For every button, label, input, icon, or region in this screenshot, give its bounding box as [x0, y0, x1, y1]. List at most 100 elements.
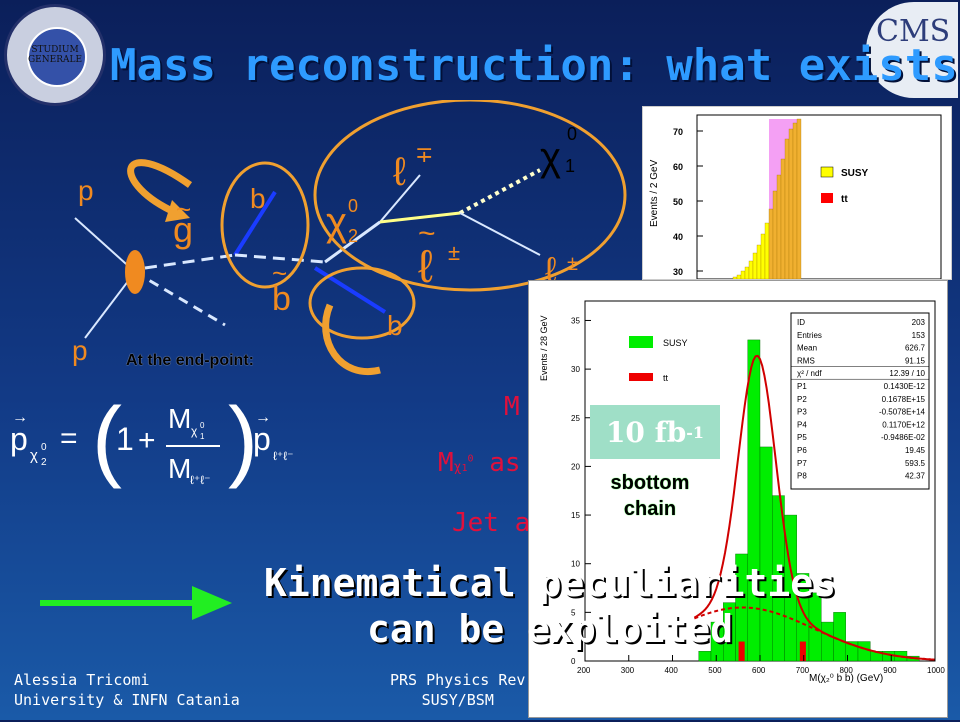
- university-logo: STUDIUM GENERALE: [4, 4, 106, 106]
- top-bar: [788, 128, 794, 280]
- x-tick-label: 800: [840, 666, 854, 675]
- partial-text-3: Jet a: [452, 508, 531, 538]
- susy-bar: [857, 641, 871, 662]
- tt-bar: [799, 641, 806, 661]
- formula-chi2-top: 0: [41, 442, 47, 453]
- stat-value: 0.1678E+15: [882, 395, 926, 404]
- label-chi1-sub: 1: [565, 156, 575, 176]
- top-plot-frame: [696, 114, 942, 280]
- curved-arrow-1: [127, 159, 193, 214]
- stat-value: -0.9486E-02: [881, 433, 926, 442]
- legend-susy: SUSY: [663, 338, 688, 348]
- label-lepton-1-sup: ∓: [415, 142, 433, 167]
- formula-p2-sub: ℓ⁺ℓ⁻: [273, 449, 293, 463]
- main-plot-yticks: 0 5 10 15 20 25 30 35: [571, 316, 591, 666]
- top-y-tick-label: 50: [673, 197, 683, 207]
- top-bar: [760, 233, 766, 280]
- decay-diagram: p p g ~ b b ~ b χ 0 2 ℓ ~ ± ℓ ∓ ℓ ± χ 0 …: [72, 100, 627, 375]
- top-bar: [780, 158, 786, 280]
- label-b2: b: [387, 310, 403, 341]
- top-y-tick-label: 70: [673, 127, 683, 137]
- y-tick-label: 0: [571, 657, 576, 666]
- label-chi1-sup: 0: [567, 124, 577, 144]
- top-bar: [756, 244, 762, 280]
- stat-key: P1: [797, 382, 807, 391]
- formula-num-sub: χ: [191, 424, 198, 438]
- stat-key: P2: [797, 395, 807, 404]
- label-gluino: g: [173, 209, 193, 250]
- label-lepton-2-sup: ±: [567, 253, 578, 275]
- endpoint-label: At the end-point:: [126, 352, 254, 369]
- stats-rows: ID 203 Entries 153 Mean 626.7 RMS 91.15 χ² / ndf…: [791, 318, 929, 481]
- label-slepton-sup: ±: [448, 240, 460, 265]
- x-tick-label: 900: [883, 666, 897, 675]
- label-chi2: χ: [326, 200, 347, 244]
- stat-key: P7: [797, 459, 807, 468]
- main-plot-bars: [698, 339, 920, 662]
- stat-value: 0.1170E+12: [882, 420, 925, 429]
- right-paren-icon: ): [228, 390, 258, 490]
- cms-logo: CMS: [866, 2, 958, 98]
- highlight-circle-chi2: [313, 100, 627, 292]
- left-paren-icon: (: [92, 390, 122, 490]
- top-plot-bars: [732, 118, 802, 280]
- stat-key: P5: [797, 433, 807, 442]
- shield-icon: [27, 27, 87, 87]
- top-bar: [784, 138, 790, 280]
- neutralino1-line: [459, 168, 541, 215]
- beam-remnant: [134, 270, 226, 327]
- neutralino2-line: [324, 220, 381, 264]
- x-tick-label: 200: [577, 666, 591, 675]
- top-bar: [772, 190, 778, 280]
- top-bar: [748, 260, 754, 280]
- y-tick-label: 35: [571, 316, 580, 325]
- label-p-bottom: p: [72, 335, 88, 366]
- logo-text: STUDIUM GENERALE: [27, 45, 83, 65]
- stat-key: Mean: [797, 344, 817, 353]
- label-lepton-2: ℓ: [545, 249, 557, 290]
- stat-value: 42.37: [905, 472, 926, 481]
- footer-meeting: PRS Physics Rev SUSY/BSM: [390, 671, 526, 709]
- top-y-tick-label: 30: [673, 267, 683, 277]
- main-plot-tt-bars: [738, 641, 806, 661]
- stat-key: RMS: [797, 356, 815, 365]
- stat-value: 153: [912, 331, 926, 340]
- stat-key: ID: [797, 318, 805, 327]
- y-tick-label: 5: [571, 608, 576, 617]
- top-plot-svg: Events / 2 GeV 70 60 50 40 30 SUSY tt: [649, 114, 942, 280]
- interaction-vertex: [125, 250, 145, 294]
- stat-value: 626.7: [905, 344, 926, 353]
- stat-key: χ² / ndf: [797, 369, 822, 378]
- main-mass-plot: Events / 28 GeV 200 300 400 500 600 700 800 900…: [528, 280, 948, 718]
- stat-value: 593.5: [905, 459, 926, 468]
- formula-p2: p: [253, 421, 271, 457]
- lepton-line-2: [459, 212, 541, 256]
- conclusion-text: Kinematical peculiarities can be exploit…: [264, 561, 836, 651]
- top-legend-susy-swatch: [820, 166, 834, 178]
- endpoint-formula: p → χ 2 0 = ( 1 + M χ 1 0 M ℓ⁺ℓ⁻ ) p → ℓ…: [10, 390, 293, 490]
- vector-arrow-icon-2: →: [255, 409, 271, 426]
- b-quark-line-1: [233, 190, 277, 257]
- stat-key: Entries: [797, 331, 822, 340]
- label-slepton: ℓ: [418, 240, 433, 292]
- main-plot-svg: Events / 28 GeV 200 300 400 500 600 700 800 900…: [539, 300, 945, 684]
- top-bar: [792, 122, 798, 280]
- tilde-sbottom: ~: [272, 258, 287, 288]
- formula-den-sub: ℓ⁺ℓ⁻: [190, 473, 210, 487]
- top-plot-yticks: 70 60 50 40 30: [673, 127, 703, 277]
- y-tick-label: 15: [571, 511, 580, 520]
- top-mass-plot: Events / 2 GeV 70 60 50 40 30 SUSY tt: [642, 106, 952, 280]
- top-y-tick-label: 60: [673, 162, 683, 172]
- label-lepton-1: ℓ: [393, 150, 406, 194]
- top-plot-ylabel: Events / 2 GeV: [649, 159, 660, 227]
- formula-num-idx: 1: [200, 432, 205, 441]
- luminosity-badge: 10 fb -1: [590, 405, 720, 459]
- highlight-circle-b2: [308, 266, 416, 340]
- x-tick-label: 700: [796, 666, 810, 675]
- formula-chi2: χ: [30, 447, 38, 464]
- green-arrow-icon: [40, 586, 232, 620]
- label-chi1: χ: [540, 135, 561, 179]
- top-bar: [764, 222, 770, 280]
- top-bar: [732, 276, 738, 280]
- formula-chi2-idx: 2: [41, 457, 47, 468]
